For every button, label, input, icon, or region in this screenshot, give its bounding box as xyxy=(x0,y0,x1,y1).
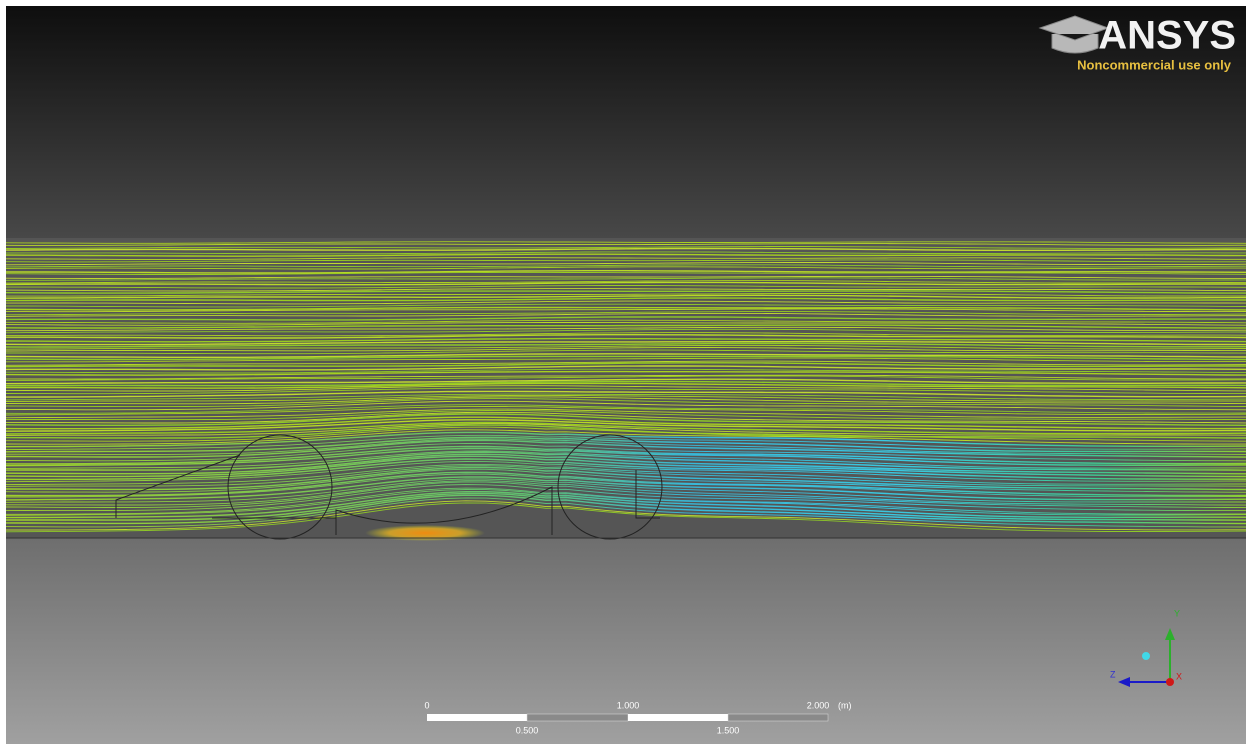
scale-segment xyxy=(527,714,628,721)
scale-label: 1.500 xyxy=(717,725,740,735)
scale-label: 2.000 xyxy=(807,700,830,710)
viewport: ANSYS Noncommercial use only 0 1.000 2.0… xyxy=(0,0,1252,750)
scale-segment xyxy=(427,714,527,721)
logo-note: Noncommercial use only xyxy=(1077,57,1232,72)
logo-brand: ANSYS xyxy=(1098,14,1236,58)
pressure-spot xyxy=(365,525,485,541)
axis-label: Y xyxy=(1174,608,1180,618)
axis-label: X xyxy=(1176,671,1182,681)
scale-label: 0.500 xyxy=(516,725,539,735)
scale-label: 1.000 xyxy=(617,700,640,710)
axis-label: Z xyxy=(1110,669,1116,679)
scale-segment xyxy=(628,714,728,721)
scale-label: 0 xyxy=(424,700,429,710)
scale-unit: (m) xyxy=(838,700,852,710)
scale-segment xyxy=(728,714,828,721)
ground xyxy=(6,538,1246,744)
